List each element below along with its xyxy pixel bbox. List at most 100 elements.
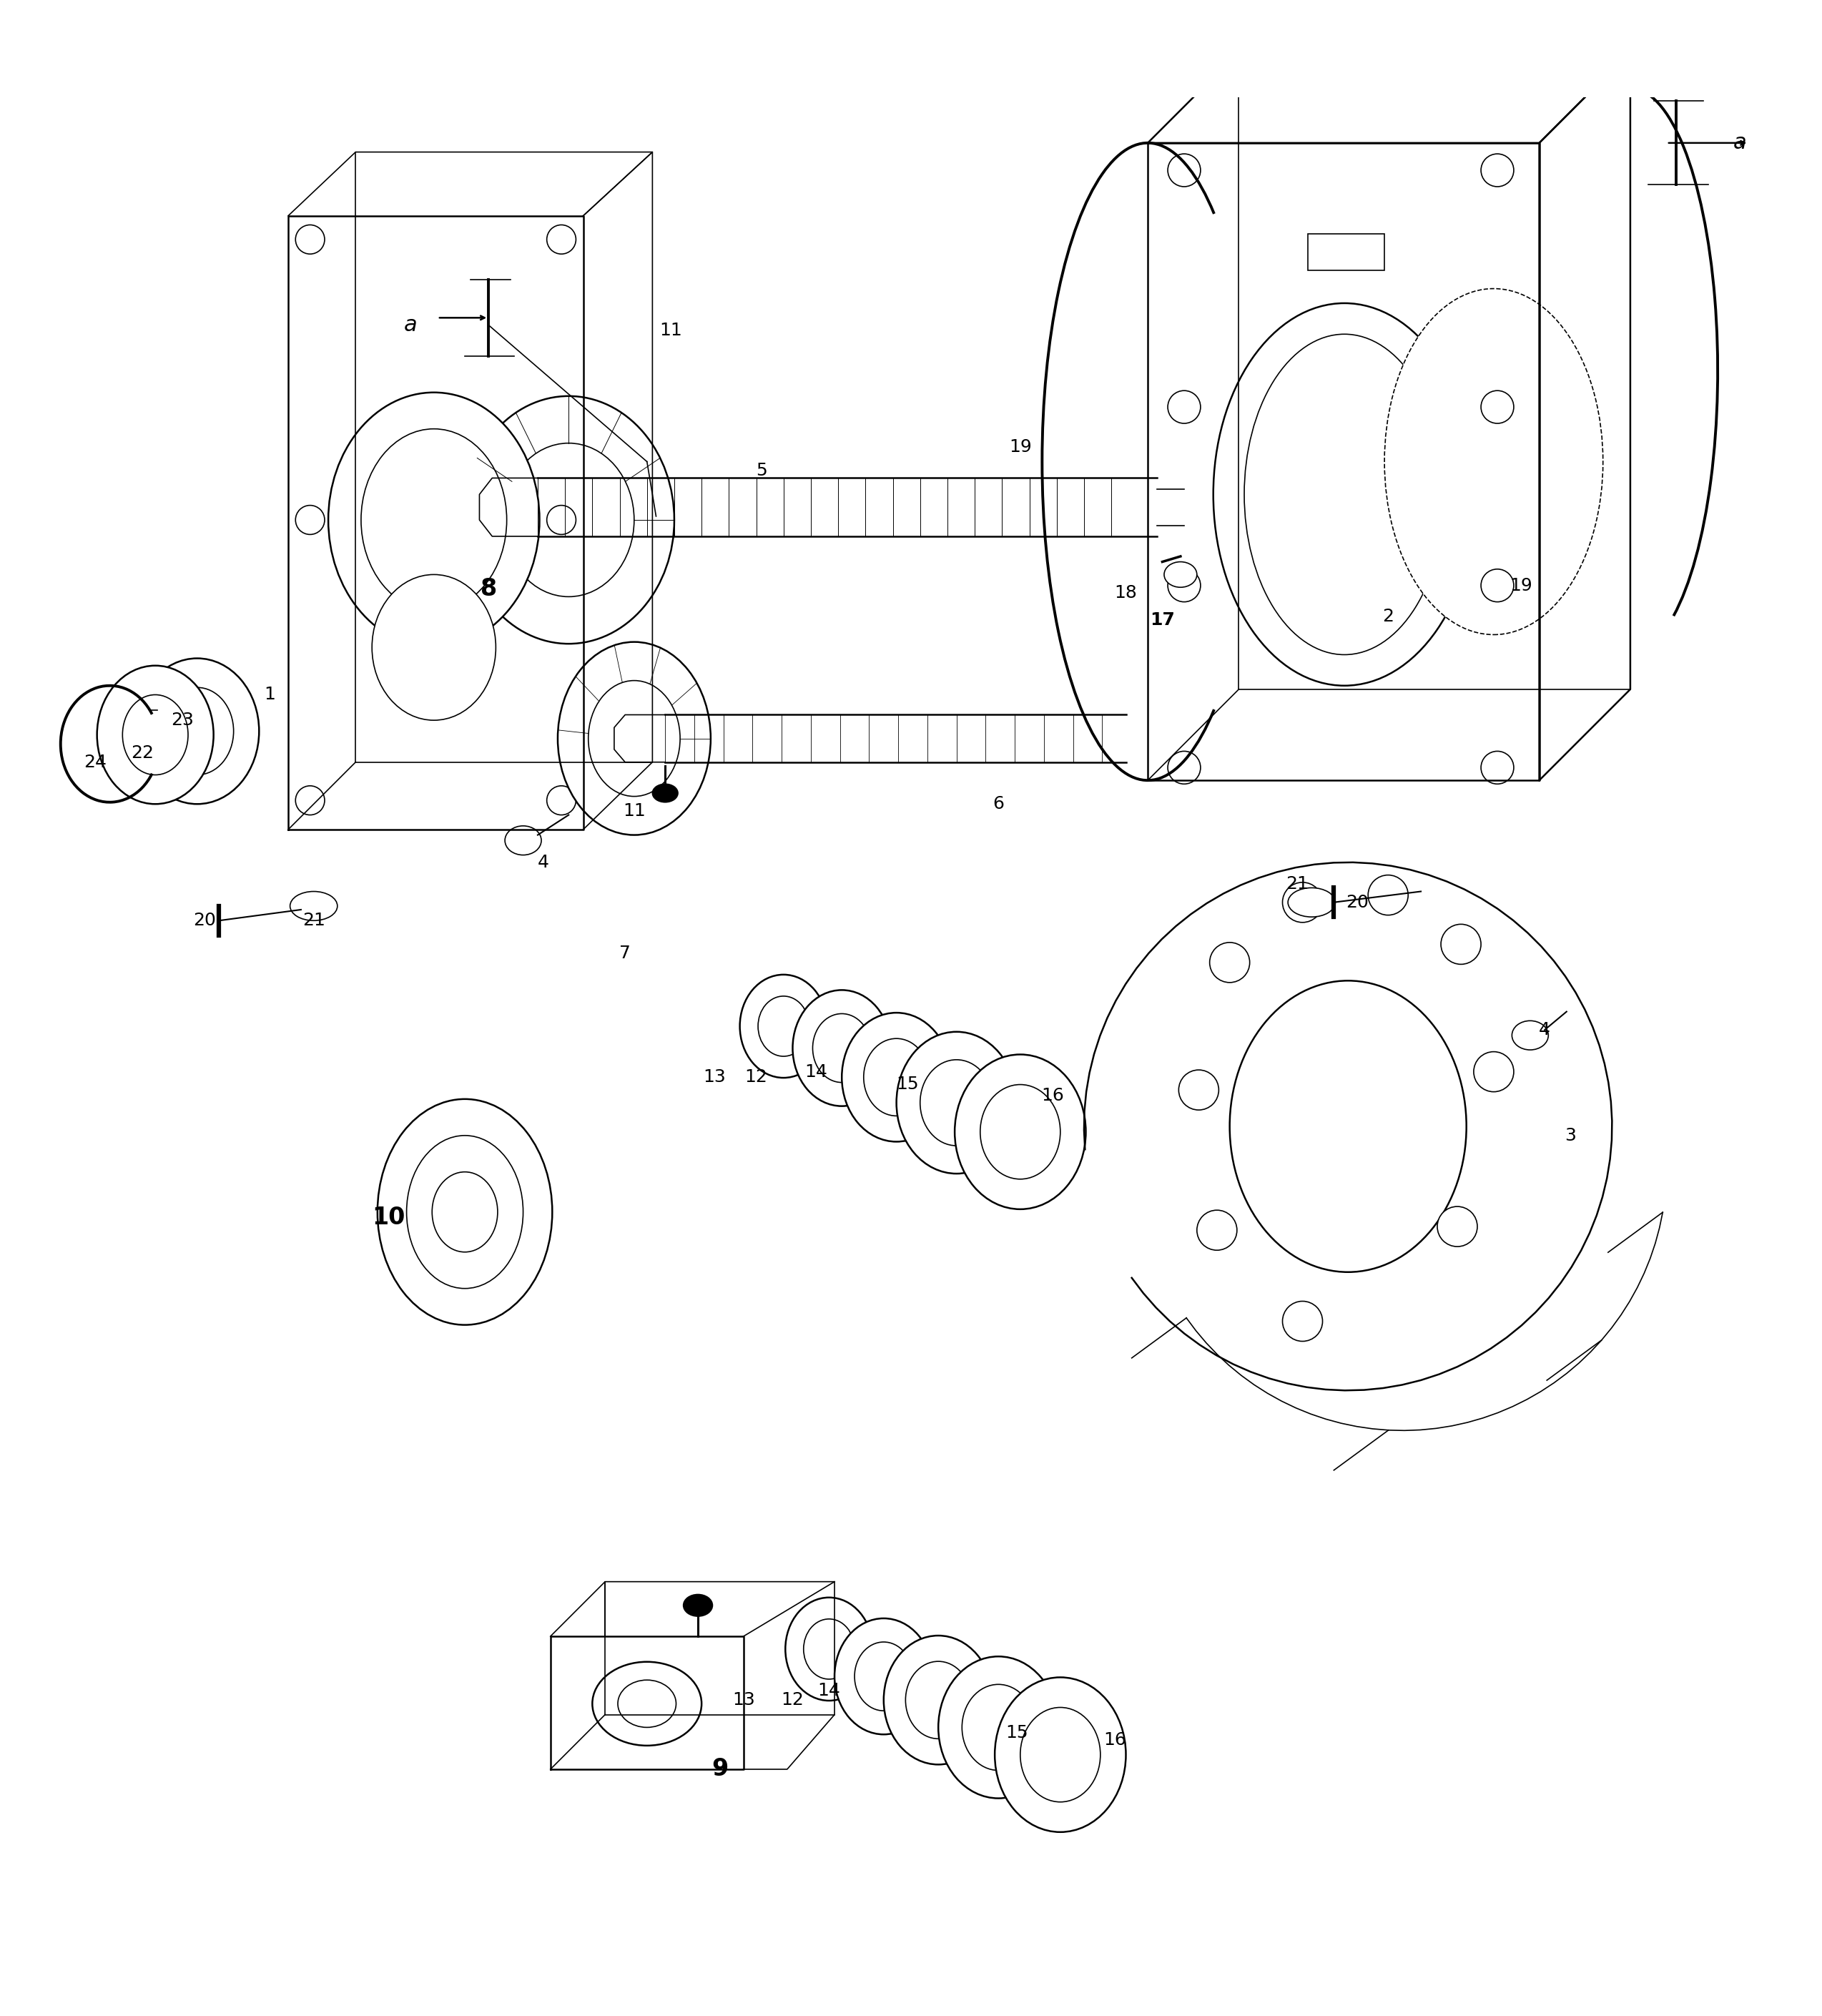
Ellipse shape [1244,335,1445,655]
Ellipse shape [432,1171,497,1252]
Text: 6: 6 [993,796,1004,812]
Ellipse shape [295,786,324,814]
Text: 22: 22 [131,744,155,762]
Ellipse shape [834,1619,933,1734]
Ellipse shape [842,1012,951,1141]
Ellipse shape [505,827,541,855]
Text: 19: 19 [1510,577,1532,595]
Ellipse shape [758,996,809,1056]
Ellipse shape [1168,752,1201,784]
Text: 19: 19 [1009,439,1031,456]
Text: 20: 20 [193,911,215,929]
Ellipse shape [547,506,576,534]
Text: 13: 13 [703,1068,725,1087]
Text: 11: 11 [660,323,681,339]
Ellipse shape [406,1135,523,1288]
Ellipse shape [1213,302,1476,685]
Ellipse shape [1385,288,1603,635]
Ellipse shape [1283,883,1323,923]
Ellipse shape [906,1661,971,1738]
Text: 1: 1 [264,685,275,704]
Text: 16: 16 [1104,1732,1126,1748]
Ellipse shape [864,1038,929,1117]
Text: a: a [1733,133,1745,153]
Text: 5: 5 [756,462,767,480]
Text: 4: 4 [1540,1022,1551,1038]
Ellipse shape [295,226,324,254]
Ellipse shape [160,687,233,774]
Text: 2: 2 [1383,609,1394,625]
Ellipse shape [995,1677,1126,1833]
Ellipse shape [290,891,337,921]
Ellipse shape [328,393,539,647]
Ellipse shape [558,641,711,835]
Ellipse shape [1368,875,1408,915]
Text: 18: 18 [1115,585,1137,601]
Ellipse shape [547,226,576,254]
Ellipse shape [884,1635,993,1764]
Ellipse shape [618,1679,676,1728]
Text: 7: 7 [619,946,630,962]
Ellipse shape [652,784,678,802]
Ellipse shape [1441,923,1481,964]
FancyBboxPatch shape [1308,234,1385,270]
Ellipse shape [592,1661,701,1746]
Ellipse shape [1481,391,1514,423]
Text: 3: 3 [1565,1127,1576,1143]
Text: 12: 12 [745,1068,767,1087]
Text: 20: 20 [1346,893,1368,911]
Ellipse shape [1168,153,1201,187]
Ellipse shape [804,1619,855,1679]
Ellipse shape [1230,980,1467,1272]
Ellipse shape [955,1054,1086,1210]
Ellipse shape [97,665,213,804]
Text: 11: 11 [623,802,645,821]
Ellipse shape [938,1657,1059,1798]
Ellipse shape [740,974,827,1079]
Ellipse shape [1164,562,1197,587]
Text: a: a [403,314,417,335]
Text: 24: 24 [84,754,107,770]
Ellipse shape [1168,569,1201,603]
Text: 14: 14 [805,1062,827,1081]
Ellipse shape [503,444,634,597]
Ellipse shape [1481,752,1514,784]
Ellipse shape [813,1014,871,1083]
Ellipse shape [377,1099,552,1325]
Text: 12: 12 [782,1691,804,1710]
Ellipse shape [1020,1708,1100,1802]
Ellipse shape [896,1032,1017,1173]
Text: 4: 4 [537,853,548,871]
Ellipse shape [1481,153,1514,187]
Text: 16: 16 [1042,1087,1064,1105]
Ellipse shape [372,575,496,720]
Ellipse shape [980,1085,1060,1179]
Text: 15: 15 [1006,1724,1028,1742]
Ellipse shape [1474,1052,1514,1093]
Ellipse shape [683,1595,712,1617]
Text: 9: 9 [711,1758,729,1780]
Ellipse shape [295,506,324,534]
Ellipse shape [589,681,680,796]
Ellipse shape [463,395,674,643]
Ellipse shape [855,1641,913,1712]
Ellipse shape [793,990,891,1107]
Ellipse shape [1288,887,1336,917]
Text: 8: 8 [481,577,497,601]
Ellipse shape [1438,1206,1478,1246]
Text: 14: 14 [818,1683,840,1699]
Text: 17: 17 [1150,611,1175,629]
Text: 13: 13 [732,1691,754,1710]
Ellipse shape [1168,391,1201,423]
Ellipse shape [547,786,576,814]
Ellipse shape [1283,1300,1323,1341]
Text: 21: 21 [1286,875,1308,893]
Ellipse shape [1512,1020,1549,1050]
Ellipse shape [1481,569,1514,603]
Text: 10: 10 [372,1206,404,1230]
Text: 23: 23 [171,712,193,730]
Ellipse shape [920,1060,993,1145]
Ellipse shape [1197,1210,1237,1250]
Ellipse shape [361,429,507,611]
Ellipse shape [785,1597,873,1702]
